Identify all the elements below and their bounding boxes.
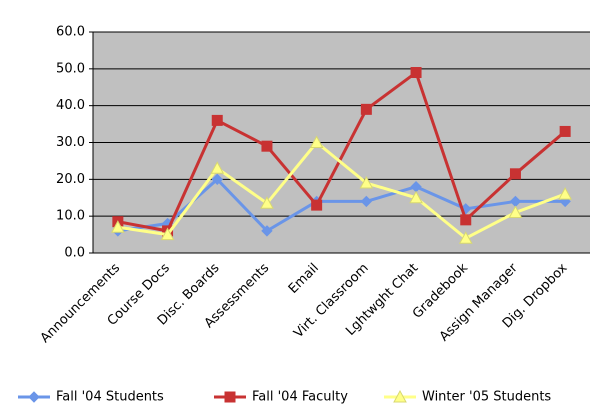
marker [558,187,572,200]
marker [261,140,273,152]
marker [111,220,125,233]
marker [458,231,473,244]
legend-label: Fall '04 Students [56,390,164,405]
x-tick-label: Email [286,261,322,297]
marker [211,173,223,186]
legend-item: Fall '04 Faculty [214,390,348,405]
marker [509,168,521,180]
y-tick-label: 60.0 [56,25,85,40]
y-tick-label: 0.0 [64,246,85,261]
marker [359,175,374,189]
legend-item: Winter '05 Students [384,390,551,405]
y-tick-label: 10.0 [56,209,85,224]
legend-label: Winter '05 Students [422,390,551,405]
marker [409,190,423,204]
marker [559,125,571,137]
marker [360,195,373,208]
marker [261,225,273,237]
marker [393,389,407,403]
marker [160,227,175,241]
marker [224,391,236,403]
marker [211,114,223,126]
y-tick-label: 40.0 [56,98,85,113]
legend-label: Fall '04 Faculty [252,390,348,405]
y-tick-label: 20.0 [56,172,85,187]
x-tick-label: Announcements [38,261,124,347]
marker [260,196,274,209]
marker [28,391,40,403]
series-line [117,140,566,241]
marker [210,161,225,174]
marker [311,199,323,211]
marker [410,67,422,79]
marker [309,135,324,148]
series-line [117,70,567,233]
marker [460,214,472,226]
legend-item: Fall '04 Students [18,390,164,405]
marker [360,103,372,115]
y-tick-label: 30.0 [56,135,85,150]
y-tick-label: 50.0 [56,61,85,76]
marker [508,205,523,218]
